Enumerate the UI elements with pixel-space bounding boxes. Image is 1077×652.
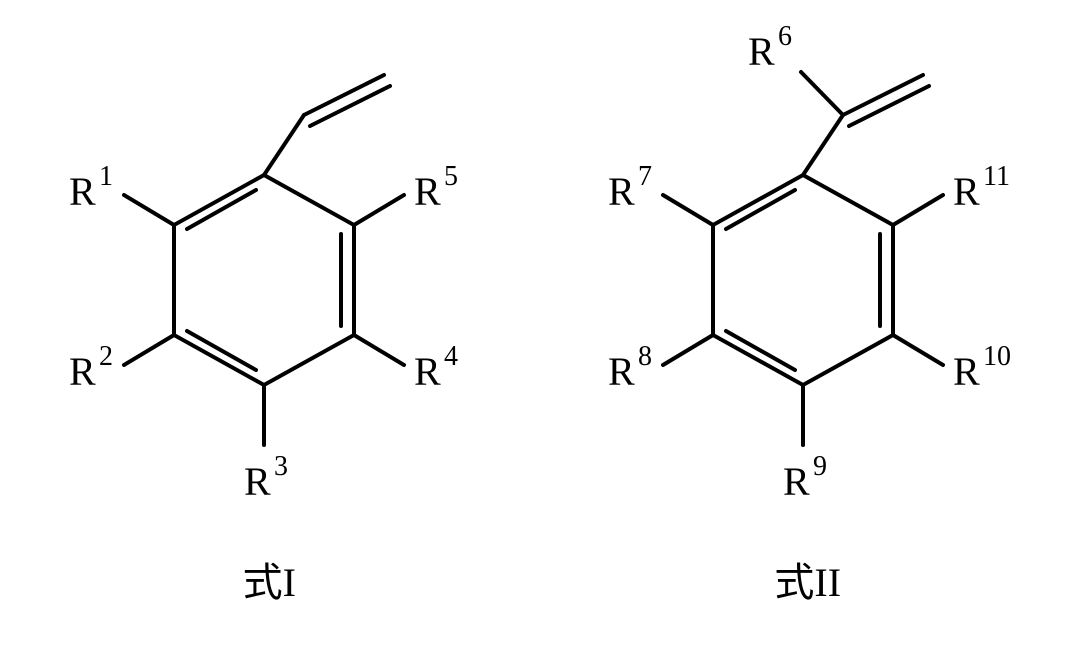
- sup-R9: 9: [813, 451, 827, 482]
- bond-R6: [801, 72, 843, 115]
- bond-R4: [354, 335, 404, 365]
- sup-R3: 3: [274, 451, 288, 482]
- sup-R10: 10: [983, 341, 1011, 372]
- label-R7: R: [608, 169, 635, 214]
- sup-R6: 6: [778, 21, 792, 52]
- label-R5: R: [414, 169, 441, 214]
- ring-double-bond: [726, 190, 795, 229]
- structure-svg-II: R 6 R 7 R 11 R 8 R 10 R 9: [563, 20, 1053, 520]
- label-R4: R: [414, 349, 441, 394]
- sup-R1: 1: [99, 161, 113, 192]
- diagram-container: R 1 R 5 R 2 R 4 R 3 式I: [0, 0, 1077, 652]
- bond-R11: [893, 195, 943, 225]
- bond-R10: [893, 335, 943, 365]
- structure-svg-I: R 1 R 5 R 2 R 4 R 3: [34, 20, 504, 520]
- ring-double-bond: [187, 190, 256, 229]
- molecule-formula-I: R 1 R 5 R 2 R 4 R 3 式I: [0, 20, 539, 608]
- bond-R7: [663, 195, 713, 225]
- label-R10: R: [953, 349, 980, 394]
- sup-R7: 7: [638, 161, 652, 192]
- label-R8: R: [608, 349, 635, 394]
- label-R11: R: [953, 169, 980, 214]
- vinyl-bond: [803, 115, 843, 175]
- ring-double-bond: [187, 331, 256, 370]
- label-R2: R: [69, 349, 96, 394]
- bond-R5: [354, 195, 404, 225]
- bond-R2: [124, 335, 174, 365]
- label-R9: R: [783, 459, 810, 504]
- sup-R5: 5: [444, 161, 458, 192]
- vinyl-bond: [264, 115, 304, 175]
- sup-R4: 4: [444, 341, 458, 372]
- sup-R2: 2: [99, 341, 113, 372]
- bond-R8: [663, 335, 713, 365]
- label-R6: R: [748, 29, 775, 74]
- molecule-formula-II: R 6 R 7 R 11 R 8 R 10 R 9 式II: [539, 20, 1077, 608]
- benzene-ring: [713, 175, 893, 385]
- ring-double-bond: [726, 331, 795, 370]
- benzene-ring: [174, 175, 354, 385]
- caption-formula-I: 式I: [243, 550, 296, 608]
- label-R3: R: [244, 459, 271, 504]
- label-R1: R: [69, 169, 96, 214]
- caption-formula-II: 式II: [774, 550, 841, 608]
- bond-R1: [124, 195, 174, 225]
- sup-R11: 11: [983, 161, 1010, 192]
- sup-R8: 8: [638, 341, 652, 372]
